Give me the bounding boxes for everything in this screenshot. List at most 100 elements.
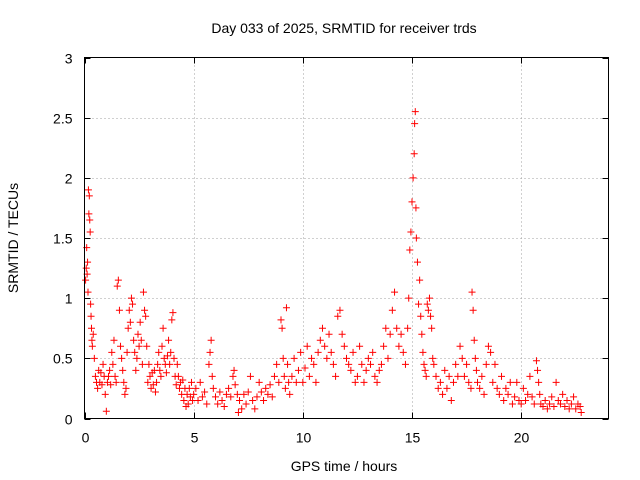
- data-point: [294, 366, 302, 374]
- data-point: [386, 330, 394, 338]
- data-point: [314, 348, 322, 356]
- data-point: [511, 393, 519, 401]
- data-point: [441, 366, 449, 374]
- data-point: [502, 384, 510, 392]
- data-point: [325, 330, 333, 338]
- data-point: [196, 378, 204, 386]
- data-point: [214, 400, 222, 408]
- data-point: [567, 400, 575, 408]
- data-point: [418, 330, 426, 338]
- data-point: [552, 378, 560, 386]
- y-tick-label: 2.5: [53, 111, 73, 127]
- data-points: [82, 108, 585, 416]
- data-point: [209, 384, 217, 392]
- data-point: [268, 393, 276, 401]
- data-point: [133, 354, 141, 362]
- x-tick-label: 0: [82, 430, 90, 446]
- data-point: [282, 304, 290, 312]
- data-point: [179, 376, 187, 384]
- data-point: [323, 354, 331, 362]
- data-point: [168, 316, 176, 324]
- data-point: [277, 316, 285, 324]
- y-tick-label: 1.5: [53, 231, 73, 247]
- data-point: [288, 372, 296, 380]
- data-point: [429, 354, 437, 362]
- data-point: [225, 384, 233, 392]
- data-point: [139, 288, 147, 296]
- data-point: [338, 330, 346, 338]
- data-point: [119, 366, 127, 374]
- data-point: [120, 378, 128, 386]
- data-point: [404, 324, 412, 332]
- data-point: [251, 405, 259, 413]
- data-point: [123, 348, 131, 356]
- data-point: [417, 312, 425, 320]
- data-point: [163, 352, 171, 360]
- data-point: [192, 384, 200, 392]
- y-tick-label: 3: [65, 51, 73, 67]
- data-point: [260, 396, 268, 404]
- data-point: [498, 372, 506, 380]
- data-point: [84, 258, 92, 266]
- data-point: [495, 390, 503, 398]
- data-point: [238, 405, 246, 413]
- data-point: [397, 330, 405, 338]
- data-point: [476, 384, 484, 392]
- data-point: [279, 354, 287, 362]
- data-point: [543, 405, 551, 413]
- data-point: [487, 348, 495, 356]
- data-point: [424, 306, 432, 314]
- data-point: [86, 216, 94, 224]
- data-point: [109, 360, 117, 368]
- data-point: [94, 384, 102, 392]
- data-point: [347, 366, 355, 374]
- data-point: [420, 360, 428, 368]
- data-point: [138, 360, 146, 368]
- x-tick-label: 5: [191, 430, 199, 446]
- y-tick-label: 2: [65, 171, 73, 187]
- data-point: [127, 294, 135, 302]
- x-axis-title: GPS time / hours: [291, 458, 398, 474]
- y-tick-label: 0: [65, 412, 73, 428]
- data-point: [351, 378, 359, 386]
- data-point: [419, 348, 427, 356]
- data-point: [318, 324, 326, 332]
- data-point: [244, 388, 252, 396]
- data-point: [270, 372, 278, 380]
- data-point: [535, 378, 543, 386]
- data-point: [358, 360, 366, 368]
- data-point: [85, 192, 93, 200]
- data-point: [97, 369, 105, 377]
- data-point: [528, 393, 536, 401]
- data-point: [198, 393, 206, 401]
- data-point: [222, 390, 230, 398]
- data-point: [439, 390, 447, 398]
- data-point: [297, 348, 305, 356]
- data-point: [559, 390, 567, 398]
- data-point: [144, 378, 152, 386]
- data-point: [474, 378, 481, 386]
- data-point: [340, 342, 348, 350]
- data-point: [85, 210, 93, 218]
- data-point: [122, 384, 130, 392]
- data-point: [173, 360, 181, 368]
- data-point: [257, 388, 265, 396]
- data-point: [430, 360, 438, 368]
- data-point: [89, 330, 97, 338]
- data-point: [227, 393, 235, 401]
- data-point: [124, 324, 132, 332]
- data-point: [312, 378, 320, 386]
- data-point: [169, 309, 177, 317]
- data-point: [367, 360, 375, 368]
- y-tick-label: 1: [65, 291, 73, 307]
- data-point: [137, 336, 145, 344]
- data-point: [463, 360, 471, 368]
- data-point: [380, 342, 388, 350]
- data-point: [84, 288, 92, 296]
- data-point: [253, 393, 261, 401]
- data-point: [113, 282, 121, 290]
- data-point: [299, 378, 307, 386]
- data-point: [576, 402, 584, 410]
- data-point: [285, 378, 293, 386]
